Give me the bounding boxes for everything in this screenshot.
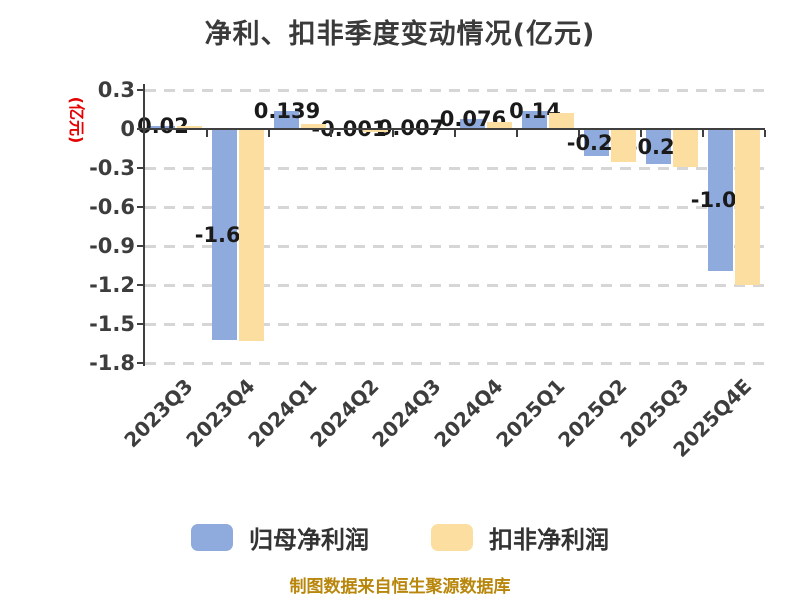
bar-blue-2025q4e: [708, 129, 733, 271]
y-tick-label: -1.2: [89, 273, 135, 297]
legend-item-non-gaap-net-profit[interactable]: 扣非净利润: [431, 520, 609, 555]
bar-orange-2024q4: [487, 122, 512, 129]
bar-blue-2025q3: [646, 129, 671, 164]
legend-swatch-blue: [191, 524, 233, 551]
y-axis-line: [143, 84, 145, 366]
y-tick-mark: [137, 89, 145, 91]
x-axis-line: [143, 128, 765, 130]
x-tick-mark: [206, 130, 208, 137]
y-tick-mark: [137, 245, 145, 247]
x-tick-mark: [640, 130, 642, 137]
x-tick-mark: [454, 130, 456, 137]
bar-orange-2025q1: [549, 113, 574, 129]
y-tick-mark: [137, 362, 145, 364]
chart-title: 净利、扣非季度变动情况(亿元): [204, 19, 596, 50]
bar-blue-2023q4: [212, 129, 237, 340]
legend: 归母净利润 扣非净利润: [0, 520, 800, 555]
bar-orange-2025q4e: [735, 129, 760, 285]
bar-value-label-2024q1: 0.139: [253, 99, 321, 123]
y-tick-label: -0.3: [89, 156, 135, 180]
gridline: [145, 323, 765, 326]
gridline: [145, 89, 765, 92]
bar-blue-2025q2: [584, 129, 609, 156]
legend-swatch-orange: [431, 524, 473, 551]
bar-orange-2025q2: [611, 129, 636, 162]
bar-orange-2024q2: [363, 129, 388, 132]
y-tick-label: -1.8: [89, 351, 135, 375]
bar-blue-2023q3: [150, 126, 175, 129]
gridline: [145, 284, 765, 287]
legend-label-parent-net-profit: 归母净利润: [249, 526, 369, 554]
bar-orange-2025q3: [673, 129, 698, 167]
bar-blue-2024q1: [274, 111, 299, 129]
x-tick-mark: [330, 130, 332, 137]
gridline: [145, 167, 765, 170]
x-tick-mark: [268, 130, 270, 137]
y-tick-mark: [137, 206, 145, 208]
y-tick-mark: [137, 284, 145, 286]
bar-orange-2023q3: [177, 126, 202, 129]
bar-blue-2024q4: [460, 119, 485, 129]
gridline: [145, 206, 765, 209]
legend-item-parent-net-profit[interactable]: 归母净利润: [191, 520, 369, 555]
legend-label-non-gaap-net-profit: 扣非净利润: [489, 526, 609, 554]
y-tick-label: -0.6: [89, 195, 135, 219]
gridline: [145, 245, 765, 248]
x-tick-mark: [578, 130, 580, 137]
y-tick-mark: [137, 323, 145, 325]
y-tick-mark: [137, 167, 145, 169]
y-tick-label: -1.5: [89, 312, 135, 336]
y-tick-label: -0.9: [89, 234, 135, 258]
x-tick-mark: [392, 130, 394, 137]
x-tick-mark: [702, 130, 704, 137]
bar-orange-2023q4: [239, 129, 264, 341]
data-source-note: 制图数据来自恒生聚源数据库: [289, 577, 511, 597]
y-tick-label: 0.3: [97, 78, 135, 102]
y-tick-mark: [137, 128, 145, 130]
x-tick-mark: [764, 130, 766, 137]
x-tick-mark: [516, 130, 518, 137]
y-tick-label: 0: [120, 117, 135, 141]
bar-orange-2024q1: [301, 124, 326, 129]
gridline: [145, 362, 765, 365]
bar-blue-2025q1: [522, 111, 547, 129]
